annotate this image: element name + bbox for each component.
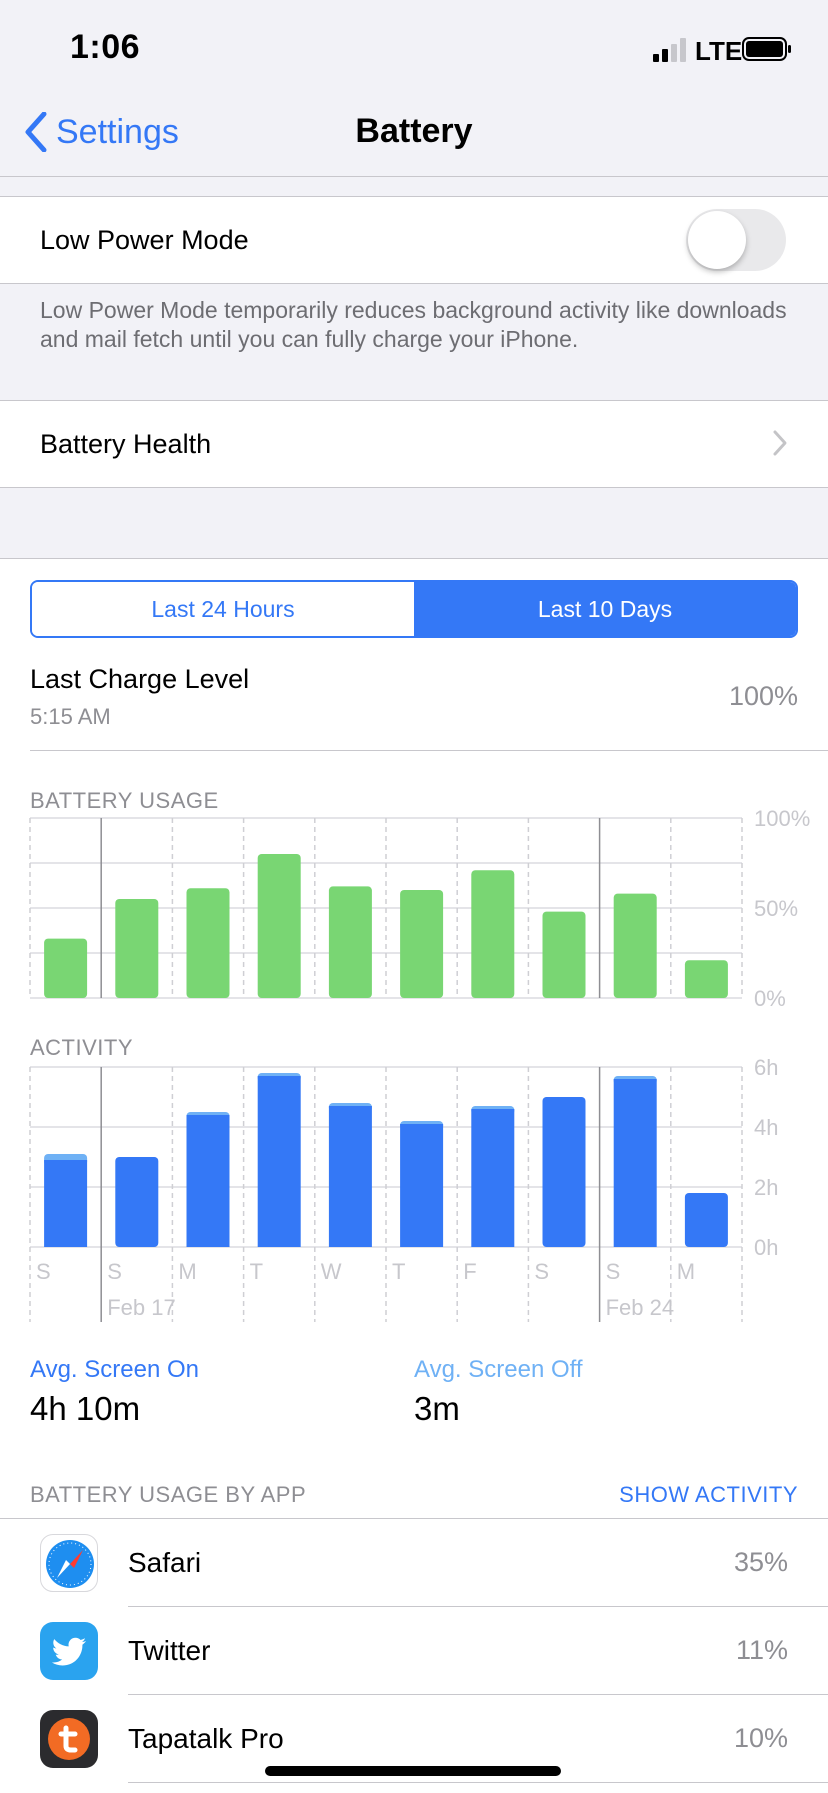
day-label: W [321,1259,342,1284]
tab-last-10-days[interactable]: Last 10 Days [414,582,796,636]
toggle-knob [688,211,746,269]
last-charge-time: 5:15 AM [30,704,111,729]
usage-bar [257,854,301,998]
last-charge-title: Last Charge Level [30,664,250,694]
tapatalk-icon [40,1710,98,1768]
twitter-icon [40,1622,98,1680]
usage-bar [328,886,372,998]
activity-bar-screen-on [257,1076,301,1247]
day-label: S [534,1259,549,1284]
chevron-right-icon [773,430,787,456]
day-label: S [36,1259,51,1284]
page-title: Battery [355,112,473,150]
activity-chart-title: ACTIVITY [30,1035,133,1060]
activity-bar-screen-on [115,1157,159,1247]
usage-bar [684,960,728,998]
avg-screen-on-label: Avg. Screen On [30,1356,199,1383]
day-label: M [677,1259,695,1284]
usage-bar [44,938,88,998]
last-charge-value: 100% [728,681,798,711]
usage-y-tick-label: 100% [754,806,810,831]
battery-health-cell[interactable]: Battery Health [0,400,828,488]
usage-bar [186,888,230,998]
app-name: Safari [128,1547,202,1578]
app-usage-header: BATTERY USAGE BY APP [30,1482,307,1507]
network-type: LTE [695,36,743,66]
back-button[interactable]: Settings [24,108,179,156]
day-label: S [107,1259,122,1284]
show-activity-button[interactable]: SHOW ACTIVITY [619,1482,798,1507]
range-segmented-control: Last 24 Hours Last 10 Days [30,580,798,638]
avg-screen-on-value: 4h 10m [30,1390,141,1427]
chevron-left-icon [25,112,47,152]
activity-bar-screen-on [44,1160,88,1247]
battery-health-label: Battery Health [40,429,212,459]
day-label: S [606,1259,621,1284]
activity-y-tick-label: 2h [754,1175,778,1200]
app-percent: 35% [733,1547,788,1577]
usage-chart-title: BATTERY USAGE [30,788,219,813]
usage-bar [471,870,515,998]
app-name: Twitter [128,1635,211,1666]
usage-bar [115,899,159,998]
avg-screen-off-label: Avg. Screen Off [414,1356,583,1383]
activity-bar-screen-on [684,1193,728,1247]
day-label: F [463,1259,476,1284]
row-divider [128,1782,828,1783]
day-label: M [178,1259,196,1284]
usage-bar [542,911,586,998]
activity-bar-screen-on [400,1124,444,1247]
activity-y-tick-label: 4h [754,1115,778,1140]
activity-bar-screen-on [542,1097,586,1247]
low-power-footnote: Low Power Mode temporarily reduces backg… [40,297,787,352]
status-time: 1:06 [70,28,141,66]
activity-y-tick-label: 0h [754,1235,778,1260]
usage-y-tick-label: 0% [754,986,786,1011]
safari-icon [40,1534,98,1592]
day-label: T [392,1259,405,1284]
battery-charts: BATTERY USAGE 100% 50% 0% ACTIVITY 6h 4h 2h 0h S S… [29,788,810,1322]
activity-bar-screen-on [471,1109,515,1247]
activity-bar-screen-on [186,1115,230,1247]
app-list-top-divider [0,1518,828,1519]
date-label: Feb 17 [107,1295,176,1320]
app-row-tapatalk[interactable]: Tapatalk Pro 10% [0,1695,828,1783]
app-name: Tapatalk Pro [128,1723,284,1754]
cellular-signal-icon [653,38,689,62]
activity-y-tick-label: 6h [754,1055,778,1080]
app-percent: 10% [733,1723,788,1753]
battery-icon [742,37,792,61]
home-indicator [265,1766,561,1776]
tab-last-24-hours[interactable]: Last 24 Hours [32,582,414,636]
app-row-safari[interactable]: Safari 35% [0,1519,828,1607]
low-power-mode-label: Low Power Mode [40,225,249,255]
row-divider [128,1606,828,1607]
avg-screen-off-value: 3m [414,1390,460,1427]
usage-bar [400,890,444,998]
app-percent: 11% [735,1635,788,1665]
low-power-mode-toggle[interactable] [686,209,786,271]
low-power-mode-cell: Low Power Mode [0,196,828,284]
nav-divider [0,176,828,177]
back-label: Settings [56,112,179,151]
date-label: Feb 24 [606,1295,675,1320]
activity-bar-screen-on [613,1079,657,1247]
activity-bar-screen-on [328,1106,372,1247]
app-row-twitter[interactable]: Twitter 11% [0,1607,828,1695]
usage-bar [613,893,657,998]
row-divider [128,1694,828,1695]
divider [30,750,828,751]
day-label: T [250,1259,263,1284]
usage-y-tick-label: 50% [754,896,798,921]
